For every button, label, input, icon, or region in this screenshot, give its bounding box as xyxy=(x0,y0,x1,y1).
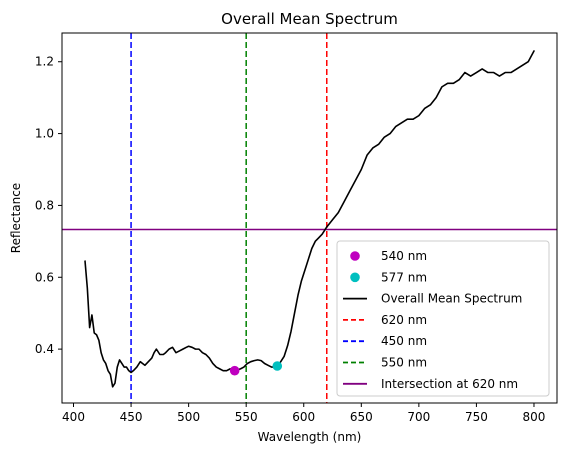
x-tick-label-650: 650 xyxy=(350,410,373,424)
x-tick-label-400: 400 xyxy=(62,410,85,424)
legend-label-577-nm: 577 nm xyxy=(381,270,427,284)
series-layer xyxy=(84,50,535,388)
x-axis-label: Wavelength (nm) xyxy=(258,430,362,444)
marker-577-nm xyxy=(272,361,283,371)
y-axis: 0.4 0.6 0.8 1.0 1.2 xyxy=(35,55,62,356)
plot-frame xyxy=(61,32,558,404)
legend-label-intersection-at-620-nm: Intersection at 620 nm xyxy=(381,377,518,391)
y-tick-label-1-2: 1.2 xyxy=(35,55,54,69)
x-axis: 400 450 500 550 600 650 700 750 800 xyxy=(62,403,545,424)
marker-540-nm xyxy=(229,365,240,376)
reference-lines-layer xyxy=(62,33,557,403)
x-tick-label-750: 750 xyxy=(465,410,488,424)
x-tick-label-550: 550 xyxy=(235,410,258,424)
x-tick-label-500: 500 xyxy=(177,410,200,424)
legend-label-540-nm: 540 nm xyxy=(381,249,427,263)
legend-box xyxy=(336,240,550,397)
series-line-overall-mean-spectrum xyxy=(84,50,535,388)
y-tick-label-0-6: 0.6 xyxy=(35,270,54,284)
legend-marker-540-nm xyxy=(350,251,360,261)
x-tick-label-450: 450 xyxy=(120,410,143,424)
x-tick-label-800: 800 xyxy=(523,410,546,424)
legend-marker-577-nm xyxy=(350,272,360,283)
markers-layer xyxy=(229,361,283,376)
chart-title: Overall Mean Spectrum xyxy=(221,10,398,28)
legend-label-620-nm: 620 nm xyxy=(381,313,427,327)
legend: 540 nm 577 nm Overall Mean Spectrum 620 nm 4… xyxy=(336,240,550,397)
y-tick-label-0-8: 0.8 xyxy=(35,198,54,212)
y-axis-label: Reflectance xyxy=(9,183,23,253)
y-tick-label-0-4: 0.4 xyxy=(35,342,54,356)
x-tick-label-600: 600 xyxy=(292,410,315,424)
legend-label-550-nm: 550 nm xyxy=(381,356,427,370)
legend-label-450-nm: 450 nm xyxy=(381,334,427,348)
legend-label-overall-mean-spectrum: Overall Mean Spectrum xyxy=(381,292,522,306)
x-tick-label-700: 700 xyxy=(407,410,430,424)
y-tick-label-1: 1.0 xyxy=(35,127,54,141)
